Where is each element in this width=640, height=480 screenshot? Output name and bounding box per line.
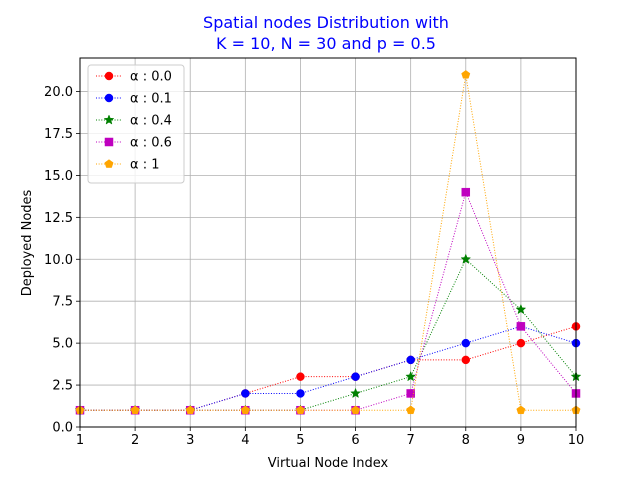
x-tick-label: 6	[351, 433, 359, 448]
plot-area-frame	[79, 57, 577, 428]
legend-item: α : 0.0	[96, 70, 172, 85]
legend-label: α : 1	[130, 158, 160, 173]
data-point	[240, 405, 250, 415]
series-0	[75, 322, 581, 415]
series-line	[80, 325, 577, 411]
y-tick-label: 2.5	[52, 379, 73, 394]
axis-ticks: 1 2 3 4 5 6 7 8 9 10 0.0 2.5 5.0 7.5 10.0 12.5 15.0 17.5 2…	[44, 85, 584, 448]
legend-item: α : 0.6	[96, 136, 172, 151]
y-tick-label: 10.0	[44, 253, 73, 268]
legend-item: α : 0.1	[96, 92, 172, 107]
legend-item: α : 0.4	[96, 114, 172, 129]
data-point	[461, 187, 471, 197]
data-point	[461, 355, 471, 365]
chart-title-line-2: K = 10, N = 30 and p = 0.5	[216, 34, 436, 53]
data-point	[460, 253, 472, 264]
legend-marker	[104, 71, 114, 81]
x-tick-label: 8	[462, 433, 470, 448]
data-point	[461, 338, 471, 348]
data-point	[406, 405, 416, 415]
x-tick-label: 1	[76, 433, 84, 448]
legend-label: α : 0.1	[130, 92, 172, 107]
series-4	[75, 70, 581, 415]
data-point	[406, 389, 415, 398]
legend-item: α : 1	[96, 158, 160, 173]
data-point	[351, 372, 360, 381]
x-tick-label: 3	[186, 433, 194, 448]
y-tick-label: 15.0	[44, 169, 73, 184]
x-tick-label: 10	[568, 433, 585, 448]
series-line	[80, 74, 576, 411]
chart-title-line-1: Spatial nodes Distribution with	[203, 13, 449, 32]
series-1	[75, 322, 581, 415]
series-line	[80, 325, 577, 411]
x-tick-label: 2	[131, 433, 139, 448]
legend-label: α : 0.6	[130, 136, 172, 151]
series-line	[80, 258, 577, 411]
data-point	[350, 387, 361, 399]
data-point	[296, 389, 305, 398]
series-2	[74, 253, 582, 415]
x-tick-label: 9	[517, 433, 525, 448]
data-point	[516, 322, 526, 331]
x-tick-label: 7	[407, 433, 415, 448]
y-tick-label: 20.0	[44, 85, 73, 100]
x-tick-label: 5	[296, 433, 304, 448]
y-tick-label: 0.0	[52, 421, 73, 436]
data-point	[351, 405, 361, 415]
y-axis-label: Deployed Nodes	[20, 189, 35, 296]
legend-marker	[104, 93, 114, 103]
y-tick-label: 17.5	[44, 127, 73, 142]
legend-marker	[103, 114, 115, 125]
data-point	[516, 338, 526, 348]
data-point	[406, 355, 415, 365]
data-point	[515, 303, 527, 315]
legend-label: α : 0.4	[130, 114, 172, 129]
legend-box	[87, 64, 185, 184]
y-tick-label: 7.5	[52, 295, 73, 310]
data-point	[241, 389, 250, 398]
y-tick-label: 5.0	[52, 337, 73, 352]
x-tick-label: 4	[241, 433, 249, 448]
data-point	[516, 405, 526, 415]
x-axis-label: Virtual Node Index	[268, 456, 389, 471]
data-point	[296, 372, 305, 381]
data-point	[130, 405, 140, 415]
legend-label: α : 0.0	[130, 70, 172, 85]
data-point	[461, 70, 471, 79]
data-point	[295, 405, 305, 415]
legend: α : 0.0 α : 0.1 α : 0.4 α : 0.6 α : 1	[87, 64, 185, 184]
legend-marker	[104, 159, 114, 168]
data-point	[185, 405, 195, 415]
y-tick-label: 12.5	[44, 211, 73, 226]
legend-marker	[104, 137, 114, 147]
data-point	[405, 371, 417, 382]
